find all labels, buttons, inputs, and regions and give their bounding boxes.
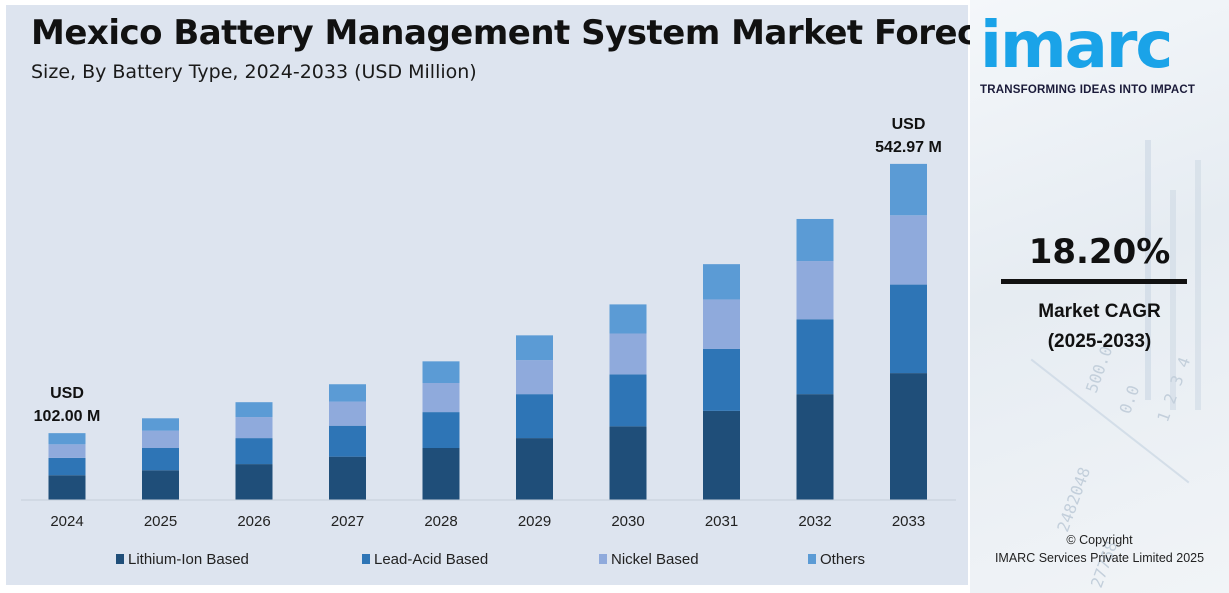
chart-subtitle: Size, By Battery Type, 2024-2033 (USD Mi… (31, 61, 477, 83)
imarc-logo: imarc TRANSFORMING IDEAS INTO IMPACT (980, 14, 1220, 96)
x-tick-label-2029: 2029 (518, 513, 551, 530)
bar-segment-nickel-based-2025 (142, 430, 179, 449)
bar-segment-others-2030 (609, 304, 647, 334)
bar-segment-nickel-based-2031 (703, 299, 740, 349)
bar-segment-others-2031 (703, 264, 740, 300)
total-label-2024-line2: 102.00 M (34, 408, 101, 425)
bar-segment-nickel-based-2030 (609, 333, 647, 375)
bar-segment-lead-acid-based-2029 (516, 394, 553, 439)
bar-segment-others-2027 (329, 384, 366, 402)
cagr-label: Market CAGR (2025-2033) (970, 297, 1229, 357)
x-tick-label-2032: 2032 (798, 513, 831, 530)
bar-segment-lead-acid-based-2028 (422, 412, 460, 449)
copyright: © Copyright IMARC Services Private Limit… (970, 531, 1229, 567)
x-tick-label-2033: 2033 (892, 513, 925, 530)
decor-number: 0.0 (1115, 382, 1144, 417)
logo-tagline: TRANSFORMING IDEAS INTO IMPACT (980, 84, 1196, 96)
bar-segment-lead-acid-based-2033 (890, 284, 927, 374)
legend-label-0: Lithium-Ion Based (128, 551, 249, 568)
decor-number: 2482048 (1053, 464, 1095, 535)
bar-segment-nickel-based-2029 (516, 360, 553, 395)
copyright-line1: © Copyright (1066, 533, 1133, 547)
bar-segment-lithium-ion-based-2024 (48, 475, 86, 500)
decor-bar (1195, 160, 1201, 410)
x-tick-label-2024: 2024 (50, 513, 83, 530)
bar-segment-lithium-ion-based-2026 (235, 464, 273, 500)
bar-segment-lead-acid-based-2032 (796, 319, 834, 395)
bar-segment-lead-acid-based-2024 (48, 457, 86, 476)
bar-segment-lead-acid-based-2026 (235, 438, 273, 465)
bar-segment-lead-acid-based-2025 (142, 448, 179, 471)
bar-segment-nickel-based-2027 (329, 401, 366, 426)
total-label-2033-line2: 542.97 M (875, 139, 942, 156)
x-tick-label-2027: 2027 (331, 513, 364, 530)
x-tick-label-2026: 2026 (237, 513, 270, 530)
bar-segment-others-2024 (48, 433, 86, 445)
stacked-bar-chart: USD 102.00 M USD 542.97 M 2024 2025 2026 2027 2… (21, 116, 956, 568)
x-tick-label-2028: 2028 (424, 513, 457, 530)
bar-segment-lithium-ion-based-2025 (142, 470, 179, 500)
bar-segment-lithium-ion-based-2032 (796, 394, 834, 500)
bar-segment-lead-acid-based-2030 (609, 374, 647, 427)
bar-segment-nickel-based-2026 (235, 417, 273, 439)
x-tick-label-2025: 2025 (144, 513, 177, 530)
bar-segment-others-2025 (142, 418, 179, 431)
legend-label-3: Others (820, 551, 865, 568)
bar-segment-lithium-ion-based-2031 (703, 410, 740, 500)
cagr-divider (1001, 279, 1187, 284)
copyright-line2: IMARC Services Private Limited 2025 (994, 551, 1205, 565)
bar-segment-others-2026 (235, 402, 273, 418)
bar-segment-nickel-based-2032 (796, 261, 834, 320)
cagr-label-line2: (2025-2033) (1047, 331, 1152, 352)
logo-wordmark: imarc (980, 9, 1173, 83)
bar-segment-nickel-based-2024 (48, 444, 86, 458)
legend-swatch-0 (116, 554, 124, 564)
bar-segment-lithium-ion-based-2033 (890, 373, 927, 500)
bar-segment-others-2029 (516, 335, 553, 361)
total-label-2033-line1: USD (892, 116, 926, 133)
decor-bar (1145, 140, 1151, 400)
legend-swatch-1 (362, 554, 370, 564)
cagr-label-line1: Market CAGR (1038, 301, 1161, 322)
legend-label-2: Nickel Based (611, 551, 699, 568)
chart-title: Mexico Battery Management System Market … (31, 13, 1035, 53)
bar-segment-lithium-ion-based-2030 (609, 426, 647, 500)
bar-segment-nickel-based-2028 (422, 383, 460, 413)
bar-segment-nickel-based-2033 (890, 215, 927, 285)
chart-panel: USD 102.00 M USD 542.97 M 2024 2025 2026 2027 2… (6, 5, 1035, 585)
cagr-value: 18.20% (1028, 232, 1171, 272)
legend-swatch-3 (808, 554, 816, 564)
total-label-2024-line1: USD (50, 385, 84, 402)
bar-segment-lead-acid-based-2027 (329, 425, 366, 457)
decor-bar (1170, 190, 1176, 410)
bar-segment-lithium-ion-based-2027 (329, 456, 366, 500)
decor-number: 1 2 3 4 (1153, 354, 1195, 425)
x-tick-label-2031: 2031 (705, 513, 738, 530)
bar-segment-lithium-ion-based-2028 (422, 448, 460, 500)
legend-swatch-2 (599, 554, 607, 564)
bar-segment-lead-acid-based-2031 (703, 348, 740, 411)
legend-label-1: Lead-Acid Based (374, 551, 488, 568)
bar-segment-others-2028 (422, 361, 460, 384)
bar-segment-others-2032 (796, 218, 834, 262)
bar-segment-lithium-ion-based-2029 (516, 438, 553, 500)
side-panel: 500.0 0.0 1 2 3 4 2482048 27768 imarc TR… (970, 0, 1229, 593)
x-tick-label-2030: 2030 (611, 513, 644, 530)
bar-segment-others-2033 (890, 163, 927, 216)
